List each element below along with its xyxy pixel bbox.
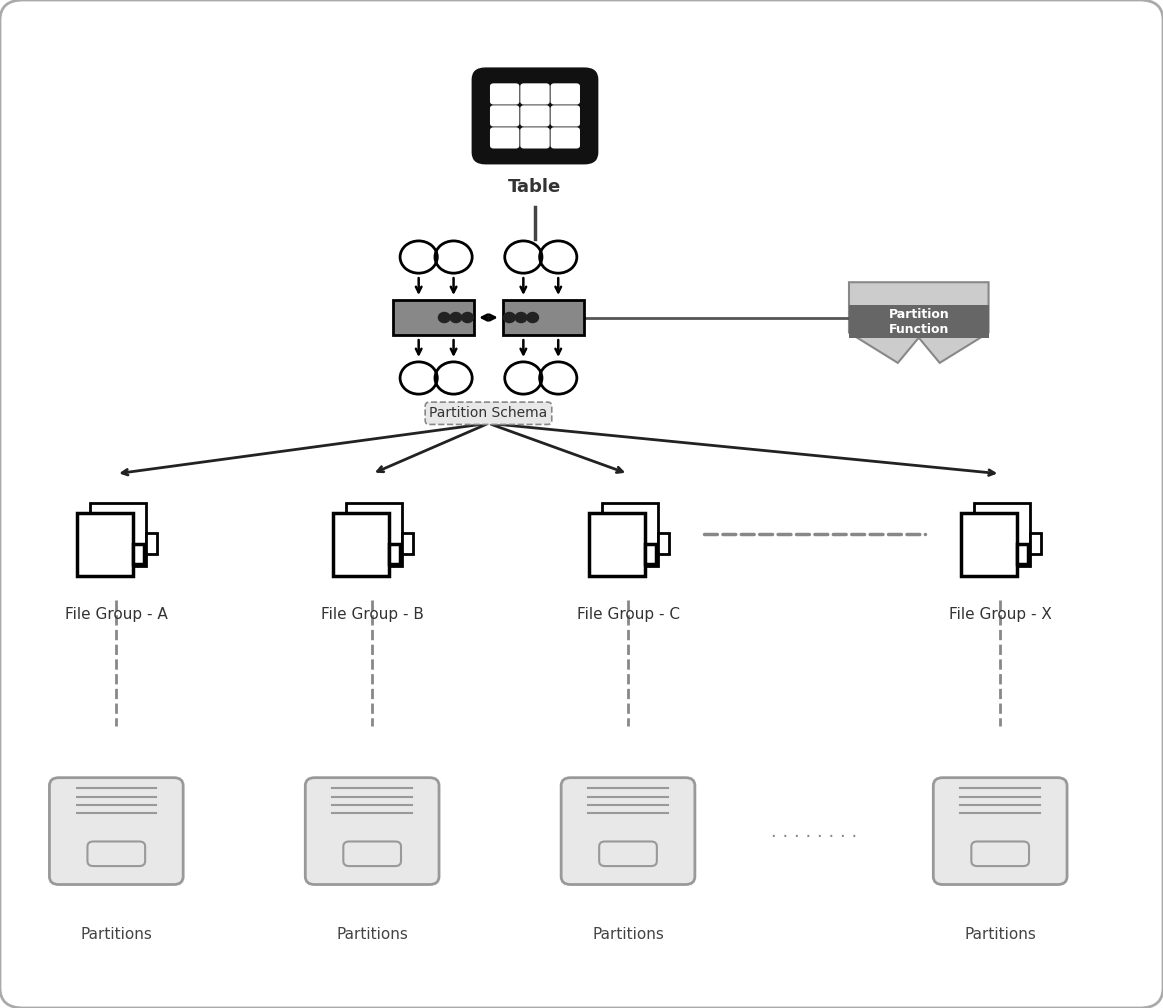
Text: File Group - C: File Group - C xyxy=(577,607,679,622)
FancyBboxPatch shape xyxy=(490,84,520,105)
FancyBboxPatch shape xyxy=(602,503,658,565)
FancyBboxPatch shape xyxy=(147,533,157,553)
FancyBboxPatch shape xyxy=(1016,544,1028,564)
FancyBboxPatch shape xyxy=(87,842,145,866)
Circle shape xyxy=(515,312,527,323)
FancyBboxPatch shape xyxy=(490,127,520,148)
FancyBboxPatch shape xyxy=(550,127,580,148)
FancyBboxPatch shape xyxy=(971,842,1029,866)
Text: File Group - A: File Group - A xyxy=(65,607,167,622)
FancyBboxPatch shape xyxy=(933,778,1068,885)
FancyBboxPatch shape xyxy=(490,105,520,127)
Text: Partitions: Partitions xyxy=(964,927,1036,942)
Text: . . . . . . . .: . . . . . . . . xyxy=(771,823,857,841)
FancyBboxPatch shape xyxy=(520,84,550,105)
Text: File Group - B: File Group - B xyxy=(321,607,423,622)
FancyBboxPatch shape xyxy=(49,778,184,885)
Circle shape xyxy=(450,312,462,323)
Circle shape xyxy=(438,312,450,323)
FancyBboxPatch shape xyxy=(502,299,584,335)
FancyBboxPatch shape xyxy=(550,105,580,127)
FancyBboxPatch shape xyxy=(472,68,599,164)
Circle shape xyxy=(462,312,473,323)
Text: Table: Table xyxy=(508,178,562,197)
FancyBboxPatch shape xyxy=(91,503,147,565)
FancyBboxPatch shape xyxy=(333,513,388,577)
Text: Partition Schema: Partition Schema xyxy=(429,406,548,420)
Text: Partitions: Partitions xyxy=(336,927,408,942)
FancyBboxPatch shape xyxy=(133,544,144,564)
FancyBboxPatch shape xyxy=(588,513,644,577)
FancyBboxPatch shape xyxy=(644,544,656,564)
FancyBboxPatch shape xyxy=(961,513,1016,577)
FancyBboxPatch shape xyxy=(347,503,402,565)
Text: Partitions: Partitions xyxy=(80,927,152,942)
FancyBboxPatch shape xyxy=(599,842,657,866)
Circle shape xyxy=(527,312,538,323)
FancyBboxPatch shape xyxy=(520,105,550,127)
FancyBboxPatch shape xyxy=(562,778,695,885)
FancyBboxPatch shape xyxy=(388,544,400,564)
FancyBboxPatch shape xyxy=(1030,533,1041,553)
Text: File Group - X: File Group - X xyxy=(949,607,1051,622)
Text: Partitions: Partitions xyxy=(592,927,664,942)
FancyBboxPatch shape xyxy=(402,533,413,553)
FancyBboxPatch shape xyxy=(975,503,1030,565)
Polygon shape xyxy=(849,282,989,363)
FancyBboxPatch shape xyxy=(305,778,440,885)
FancyBboxPatch shape xyxy=(77,513,133,577)
FancyBboxPatch shape xyxy=(849,305,989,338)
FancyBboxPatch shape xyxy=(520,127,550,148)
FancyBboxPatch shape xyxy=(393,299,475,335)
Text: Partition
Function: Partition Function xyxy=(889,307,949,336)
FancyBboxPatch shape xyxy=(550,84,580,105)
FancyBboxPatch shape xyxy=(343,842,401,866)
Circle shape xyxy=(504,312,515,323)
FancyBboxPatch shape xyxy=(658,533,669,553)
